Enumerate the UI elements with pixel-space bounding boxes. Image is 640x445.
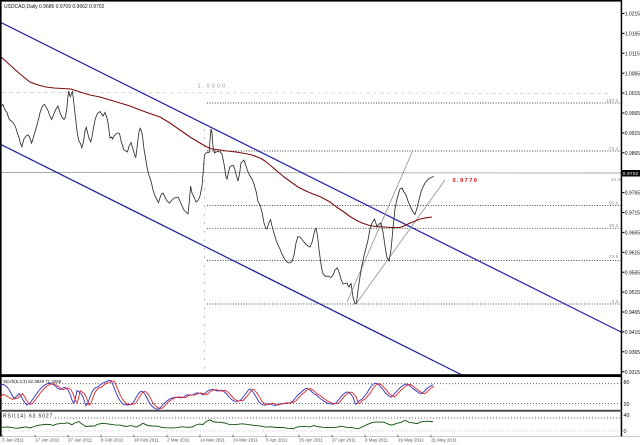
svg-text:0.9865: 0.9865	[625, 151, 640, 157]
svg-text:76.4: 76.4	[609, 146, 619, 151]
svg-text:80: 80	[624, 380, 630, 386]
svg-text:USDCAD,Daily 0.9686 0.9709 0.: USDCAD,Daily 0.9686 0.9709 0.9662 0.9702	[4, 4, 105, 10]
svg-text:17 Jan 2011: 17 Jan 2011	[35, 438, 60, 443]
svg-text:15 Apr 2011: 15 Apr 2011	[299, 438, 323, 443]
svg-text:1.0000: 1.0000	[198, 84, 228, 90]
svg-text:0.9715: 0.9715	[625, 211, 640, 217]
svg-text:3 Jan 2011: 3 Jan 2011	[2, 438, 24, 443]
svg-text:27 Jan 2011: 27 Jan 2011	[68, 438, 93, 443]
svg-text:0.9415: 0.9415	[625, 330, 640, 336]
svg-text:38.2: 38.2	[609, 223, 619, 228]
svg-text:18 Feb 2011: 18 Feb 2011	[134, 438, 159, 443]
svg-text:0.9515: 0.9515	[625, 290, 640, 296]
svg-text:0.9765: 0.9765	[625, 191, 640, 197]
svg-text:0.9365: 0.9365	[625, 350, 640, 356]
svg-text:1.0115: 1.0115	[625, 51, 640, 57]
svg-text:9 May 2011: 9 May 2011	[365, 438, 389, 443]
svg-text:14 Mar 2011: 14 Mar 2011	[200, 438, 225, 443]
svg-text:0.9665: 0.9665	[625, 231, 640, 237]
svg-text:RSI(14) 63.5027: RSI(14) 63.5027	[3, 414, 53, 420]
svg-text:Stoch(5,3,3) 62.3929 71.3268: Stoch(5,3,3) 62.3929 71.3268	[3, 379, 62, 384]
svg-text:27 Apr 2011: 27 Apr 2011	[332, 438, 356, 443]
svg-text:0.9965: 0.9965	[625, 111, 640, 117]
svg-text:0.9770: 0.9770	[453, 178, 479, 184]
svg-text:19 May 2011: 19 May 2011	[398, 438, 424, 443]
svg-text:23.6: 23.6	[609, 254, 619, 259]
svg-text:0.9465: 0.9465	[625, 310, 640, 316]
svg-text:1.0165: 1.0165	[625, 32, 640, 38]
svg-text:0.9315: 0.9315	[625, 370, 640, 376]
svg-text:0.9915: 0.9915	[625, 131, 640, 137]
svg-text:0.9702: 0.9702	[623, 171, 639, 177]
svg-text:5 Apr 2011: 5 Apr 2011	[266, 438, 288, 443]
svg-text:61.8: 61.8	[611, 177, 621, 182]
svg-text:20: 20	[624, 402, 630, 408]
svg-text:8 Feb 2011: 8 Feb 2011	[101, 438, 124, 443]
svg-text:0.0: 0.0	[612, 299, 619, 304]
svg-text:50.0: 50.0	[609, 200, 619, 205]
svg-text:0.9565: 0.9565	[625, 270, 640, 276]
svg-text:0: 0	[624, 429, 627, 435]
svg-text:1.0215: 1.0215	[625, 12, 640, 18]
svg-text:0.9615: 0.9615	[625, 250, 640, 256]
svg-text:1.0015: 1.0015	[625, 91, 640, 97]
svg-text:40: 40	[624, 413, 630, 419]
svg-text:24 Mar 2011: 24 Mar 2011	[233, 438, 258, 443]
svg-text:1.0065: 1.0065	[625, 71, 640, 77]
svg-text:31 May 2011: 31 May 2011	[431, 438, 457, 443]
svg-text:100.0: 100.0	[606, 98, 619, 103]
svg-text:2 Mar 2011: 2 Mar 2011	[167, 438, 190, 443]
